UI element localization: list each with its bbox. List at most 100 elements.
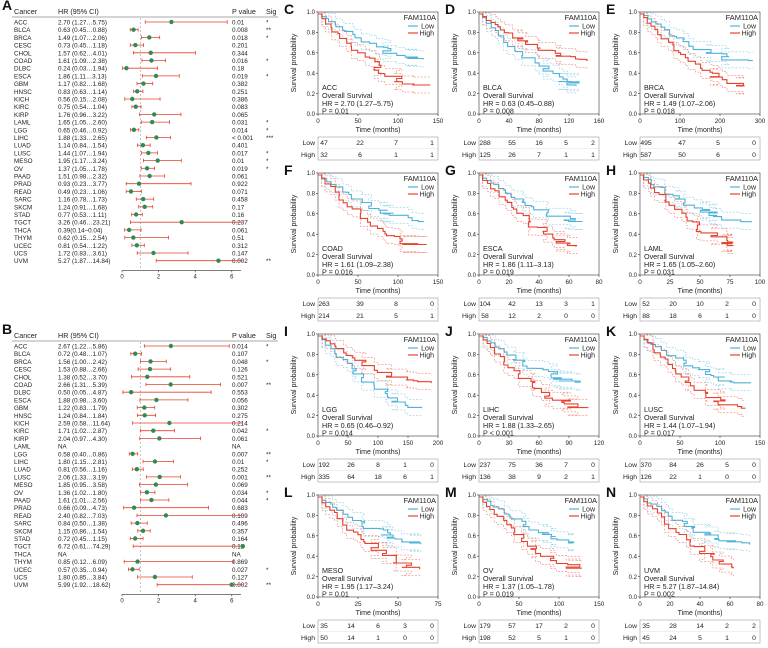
cancer-label: LAML (644, 244, 663, 253)
legend-title: FAM110A (404, 174, 436, 183)
risk-count-high: 125 (479, 152, 491, 159)
panel-letter: F (284, 162, 293, 178)
risk-count-low: 8 (376, 462, 380, 469)
high-curve-ci-upper (318, 334, 432, 376)
high-curve-ci-upper (640, 334, 746, 401)
y-axis-label: Survival probability (452, 516, 459, 575)
row-sig: ** (266, 451, 271, 458)
row-hr: 1.51 (0.98…2.32) (58, 174, 107, 181)
hr-point (128, 189, 134, 194)
hr-text: HR = 2.70 (1.27–5.75) (322, 99, 393, 108)
os-label: Overall Survival (483, 252, 534, 261)
risk-count-high: 1 (376, 635, 380, 642)
risk-row-label-low: Low (303, 623, 316, 630)
km-panel-M: M Survival probability 0.0 0.2 0.4 0.6 0.8 1.0 0… (445, 484, 605, 644)
risk-row-label-high: High (301, 313, 315, 320)
row-p-value: 0.017 (232, 150, 248, 157)
row-p-value: 0.019 (232, 73, 248, 80)
row-hr: 1.24 (0.91…1.68) (58, 204, 107, 211)
row-sig: ** (266, 258, 271, 265)
risk-count-high: 1 (725, 313, 729, 320)
hr-point (136, 181, 142, 186)
risk-count-high: 198 (479, 635, 491, 642)
risk-count-high: 5 (394, 313, 398, 320)
row-cancer: TGCT (14, 544, 31, 551)
x-tick-label: 100 (675, 118, 686, 125)
p-text: P = 0.019 (483, 590, 514, 599)
column-header-hr: HR (95% CI) (58, 331, 99, 340)
row-hr: 0.58 (0.40…0.86) (58, 451, 107, 458)
p-text: P = 0.008 (483, 107, 514, 116)
hr-point (132, 351, 138, 356)
legend-title: FAM110A (404, 13, 436, 22)
risk-count-low: 288 (479, 140, 491, 147)
x-tick-label: 120 (594, 440, 605, 447)
risk-count-low: 0 (430, 623, 434, 630)
risk-count-high: 12 (508, 313, 516, 320)
row-cancer: LIHC (14, 135, 29, 142)
y-tick-label: 1.0 (468, 493, 477, 499)
x-tick-label: 0 (638, 440, 642, 447)
row-cancer: LUSC (14, 474, 31, 481)
x-tick-label: 25 (666, 279, 674, 286)
y-tick-label: 0.2 (468, 92, 477, 98)
risk-count-low: 16 (535, 140, 543, 147)
row-p-value: 0.065 (232, 112, 248, 119)
risk-count-high: 32 (320, 152, 328, 159)
x-axis-label: Time (months) (517, 610, 562, 617)
y-tick-label: 0.8 (307, 514, 316, 520)
os-label: Overall Survival (644, 574, 695, 583)
high-curve (479, 496, 582, 569)
km-panel-I: I Survival probability 0.0 0.2 0.4 0.6 0.8 1.0 0… (284, 323, 444, 483)
x-tick-label: 4 (194, 598, 198, 604)
forest-plot-A: A Cancer HR (95% CI) P value Sig ACC 2.70 (1.2… (2, 0, 278, 280)
y-tick-label: 0.0 (629, 273, 638, 279)
y-tick-label: 0.6 (307, 534, 316, 540)
x-tick-label: 50 (354, 279, 362, 286)
p-text: P < 0.001 (483, 429, 514, 438)
x-tick-label: 80 (595, 279, 603, 286)
high-curve-ci-lower (318, 174, 427, 253)
y-tick-label: 0.8 (468, 31, 477, 37)
legend-low-label: Low (421, 24, 435, 31)
hr-text: HR = 1.44 (1.07–1.94) (644, 421, 715, 430)
p-text: P = 0.014 (322, 429, 353, 438)
legend-title: FAM110A (565, 13, 597, 22)
row-p-value: 0.382 (232, 81, 248, 88)
cancer-label: COAD (322, 244, 343, 253)
row-cancer: COAD (14, 58, 33, 65)
row-p-value: 0.496 (232, 521, 248, 528)
os-label: Overall Survival (644, 91, 695, 100)
low-curve-ci-upper (640, 495, 751, 537)
row-hr: 0.81 (0.56…1.16) (58, 467, 107, 474)
x-tick-label: 0 (316, 118, 320, 125)
risk-count-high: 0 (752, 313, 756, 320)
high-curve-ci-upper (318, 12, 431, 78)
row-hr: 1.72 (0.83…3.61) (58, 251, 107, 258)
legend-high-label: High (581, 514, 596, 521)
row-p-value: 0.344 (232, 50, 248, 57)
hr-point (149, 497, 154, 503)
high-curve-ci-upper (318, 173, 427, 237)
hr-point (133, 212, 139, 217)
hr-point (132, 536, 138, 541)
risk-count-high: 22 (669, 474, 677, 481)
row-hr: 0.72 (0.45…1.15) (58, 536, 107, 543)
hr-point (148, 50, 153, 55)
risk-count-low: 14 (347, 623, 355, 630)
low-curve (318, 496, 422, 545)
os-label: Overall Survival (322, 574, 373, 583)
hr-point (141, 196, 146, 202)
x-axis-label: Time (months) (678, 127, 723, 134)
hr-point (151, 428, 156, 433)
high-curve-ci-lower (479, 335, 589, 416)
row-sig: * (266, 490, 269, 497)
km-panel-E: E Survival probability 0.0 0.2 0.4 0.6 0.8 1.0 0… (606, 1, 766, 161)
row-cancer: DLBC (14, 390, 31, 397)
risk-count-low: 2 (564, 623, 568, 630)
y-tick-label: 0.2 (307, 575, 316, 581)
risk-count-low: 104 (479, 301, 491, 308)
row-hr: 1.44 (1.07…1.94) (58, 150, 107, 157)
high-curve-ci-lower (318, 335, 432, 392)
high-curve (318, 13, 431, 86)
